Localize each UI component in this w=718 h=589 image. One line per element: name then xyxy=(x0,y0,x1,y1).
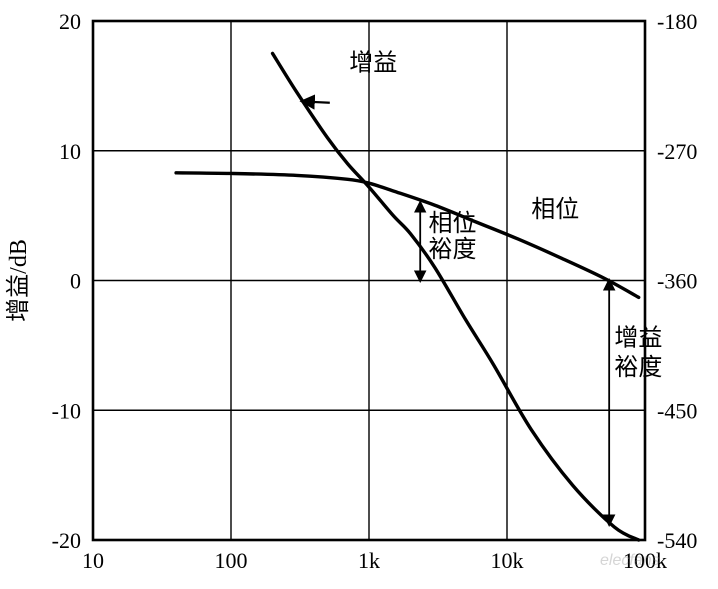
y-left-tick-label: -10 xyxy=(52,398,81,423)
y-left-axis-title: 增益/dB xyxy=(5,239,32,322)
series-phase-label: 相位 xyxy=(531,196,579,223)
x-axis-ticks: 101001k10k100k xyxy=(82,548,667,573)
series-gain-label: 增益 xyxy=(349,49,397,76)
y-left-axis-ticks: -20 -10 0 10 20 xyxy=(52,9,81,553)
x-tick-label: 10k xyxy=(491,548,524,573)
arrow xyxy=(303,101,330,102)
y-left-tick-label: -20 xyxy=(52,528,81,553)
y-right-tick-label: -180 xyxy=(657,9,697,34)
y-right-tick-label: -270 xyxy=(657,139,697,164)
gain-margin-label-line1: 增益 xyxy=(614,324,662,351)
y-right-tick-label: -540 xyxy=(657,528,697,553)
y-right-tick-label: -450 xyxy=(657,398,697,423)
y-left-tick-label: 20 xyxy=(59,9,81,34)
x-tick-label: 100 xyxy=(215,548,248,573)
series-gain-line xyxy=(273,53,639,540)
y-left-tick-label: 0 xyxy=(70,269,81,294)
y-right-axis-ticks: -540 -450 -360 -270 -180 xyxy=(657,9,697,553)
chart-svg: 101001k10k100k -20-1001020 -540-450-360-… xyxy=(0,0,718,589)
phase-margin-label-line1: 相位 xyxy=(429,210,477,237)
gain-margin-label-line2: 裕度 xyxy=(614,354,662,381)
phase-margin-label-line2: 裕度 xyxy=(429,236,477,263)
watermark-text: elecfans xyxy=(600,552,660,569)
y-right-tick-label: -360 xyxy=(657,269,697,294)
series-phase-line xyxy=(176,173,639,298)
bode-chart: 101001k10k100k -20-1001020 -540-450-360-… xyxy=(0,0,718,589)
gridlines xyxy=(93,21,645,540)
x-tick-label: 1k xyxy=(358,548,380,573)
y-left-tick-label: 10 xyxy=(59,139,81,164)
x-tick-label: 10 xyxy=(82,548,104,573)
